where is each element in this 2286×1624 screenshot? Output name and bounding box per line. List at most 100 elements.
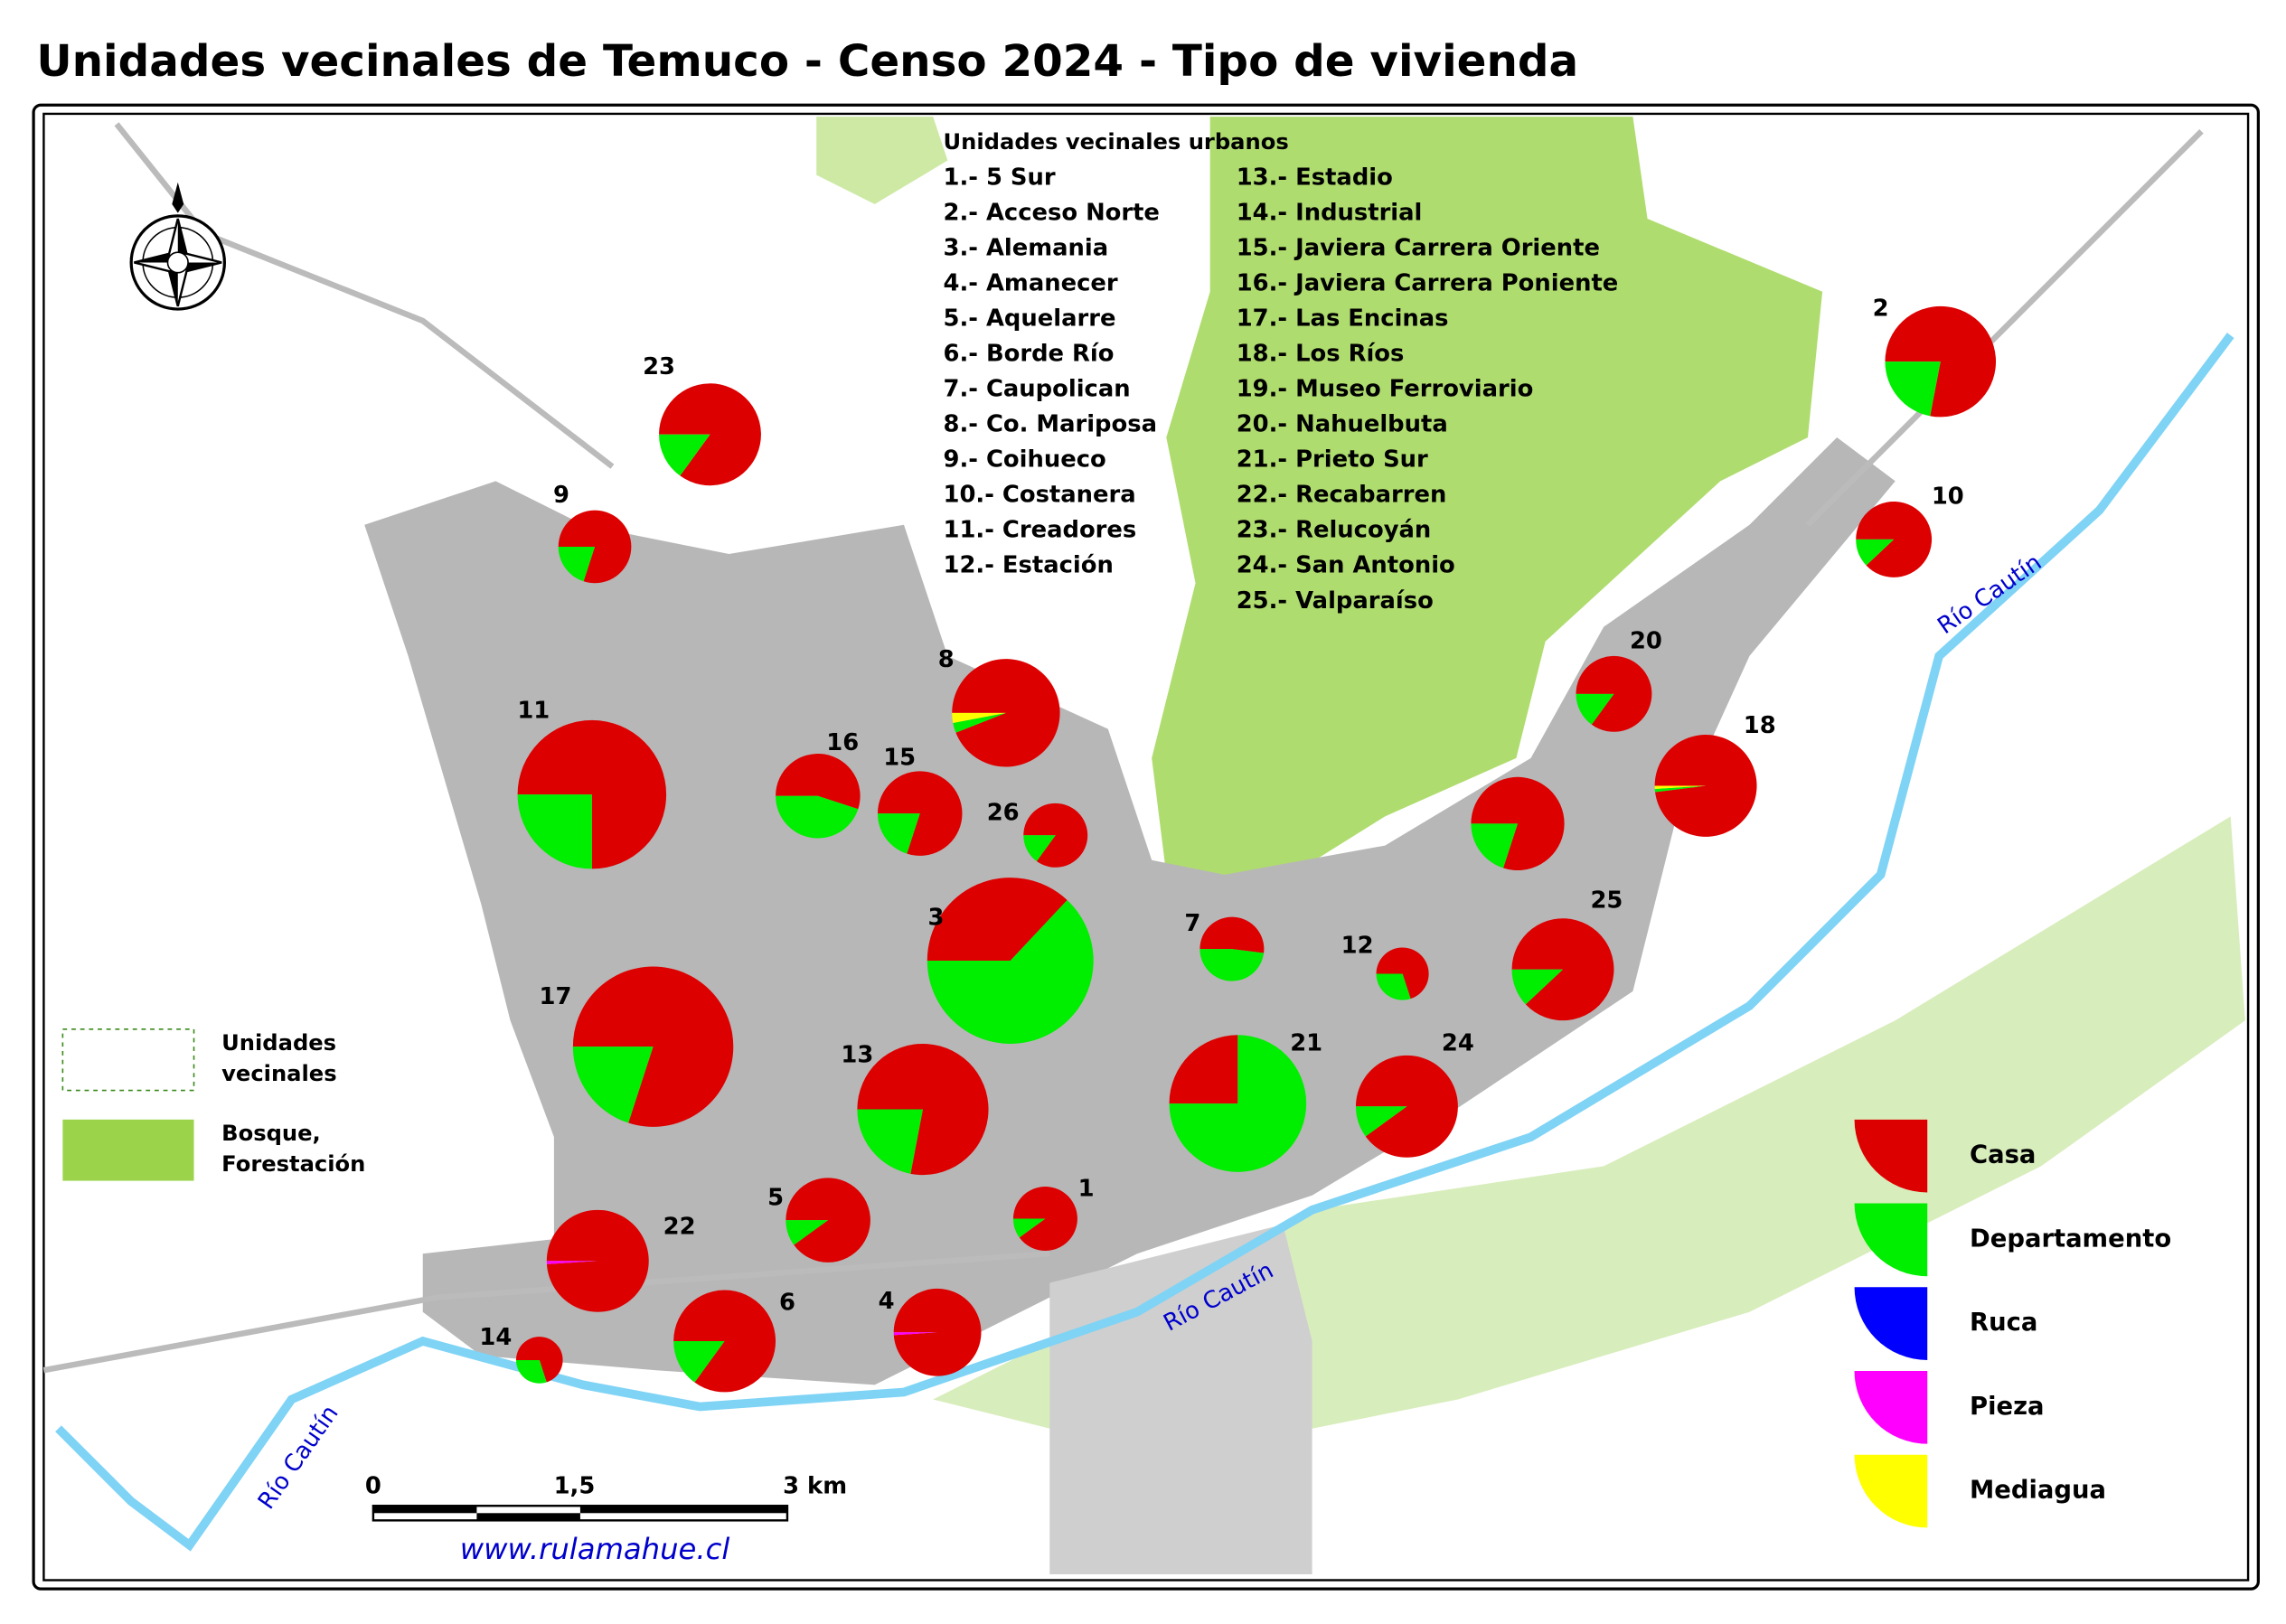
pie-label: 1 bbox=[1078, 1176, 1095, 1203]
pie-slice bbox=[776, 753, 861, 810]
list-item: 20.- Nahuelbuta bbox=[1237, 411, 1448, 438]
list-item: 18.- Los Ríos bbox=[1237, 341, 1405, 368]
website: www.rulamahue.cl bbox=[460, 1532, 730, 1566]
pie-slice bbox=[776, 795, 859, 839]
pie-slice bbox=[1169, 1035, 1307, 1172]
list-item: 22.- Recabarren bbox=[1237, 482, 1447, 509]
legend-label: Ruca bbox=[1970, 1309, 2037, 1337]
list-item: 5.- Aquelarre bbox=[944, 305, 1116, 333]
legend-swatch bbox=[1854, 1371, 1928, 1444]
pie-slice bbox=[1511, 918, 1614, 1021]
scale-label: 1,5 bbox=[554, 1473, 596, 1500]
pie-slice bbox=[1169, 1035, 1238, 1104]
list-item: 4.- Amanecer bbox=[944, 269, 1118, 296]
urban bbox=[1049, 1224, 1312, 1575]
list-item: 2.- Acceso Norte bbox=[944, 199, 1160, 226]
pie-slice bbox=[1012, 1187, 1077, 1251]
pie-slice bbox=[659, 434, 710, 476]
pie-slice bbox=[515, 1359, 547, 1384]
pie-slice bbox=[1885, 305, 1997, 418]
pie-slice bbox=[893, 1288, 982, 1376]
pie-slice bbox=[1654, 785, 1707, 790]
pie-slice bbox=[1199, 916, 1265, 953]
pie-label: 23 bbox=[643, 353, 675, 380]
map-legend-symbols bbox=[61, 1028, 195, 1181]
background bbox=[42, 117, 2245, 1575]
pie-slice bbox=[857, 1043, 989, 1176]
list-item: 15.- Javiera Carrera Oriente bbox=[1237, 234, 1600, 261]
scale-label: 3 km bbox=[783, 1473, 847, 1500]
pie-slice bbox=[786, 1220, 829, 1245]
pie-slice bbox=[546, 1261, 598, 1264]
pie-slice bbox=[927, 899, 1094, 1044]
pie-slice bbox=[1471, 823, 1519, 868]
list-item: 3.- Alemania bbox=[944, 234, 1109, 261]
map-legend-label: Forestación bbox=[221, 1151, 365, 1177]
map-legend-label: Bosque, bbox=[221, 1121, 321, 1146]
pie-slice bbox=[673, 1340, 725, 1383]
list-item: 12.- Estación bbox=[944, 552, 1114, 579]
pie-label: 14 bbox=[479, 1324, 512, 1351]
pie-slice bbox=[572, 1047, 654, 1123]
pie-label: 10 bbox=[1932, 483, 1964, 511]
pie-label: 21 bbox=[1290, 1029, 1322, 1056]
list-item: 23.- Relucoyán bbox=[1237, 517, 1432, 544]
pie-label: 12 bbox=[1341, 932, 1374, 959]
pie-label: 2 bbox=[1873, 296, 1889, 323]
pie-slice bbox=[1355, 1055, 1458, 1158]
list-item: 19.- Museo Ferroviario bbox=[1237, 376, 1534, 403]
pie-slice bbox=[1856, 501, 1933, 577]
pie-label: 25 bbox=[1590, 887, 1623, 914]
pie-slice bbox=[1654, 735, 1757, 837]
pie-slice bbox=[1012, 1218, 1046, 1238]
pie-slice bbox=[786, 1178, 870, 1263]
pie-slice bbox=[893, 1332, 938, 1336]
pie-label: 8 bbox=[938, 646, 955, 673]
urban bbox=[364, 437, 1896, 1385]
scale-bar-graphic bbox=[372, 1505, 789, 1522]
legend-label: Pieza bbox=[1970, 1393, 2045, 1421]
forest bbox=[1152, 117, 1823, 889]
legend-label: Departamento bbox=[1970, 1225, 2171, 1253]
list-item: 7.- Caupolican bbox=[944, 376, 1131, 403]
pie-label: 11 bbox=[517, 698, 550, 725]
pie-label: 18 bbox=[1744, 712, 1776, 739]
pie-slice bbox=[1023, 835, 1056, 862]
pie-label: 9 bbox=[553, 482, 569, 509]
pie-label: 6 bbox=[779, 1290, 795, 1317]
list-item: 13.- Estadio bbox=[1237, 164, 1393, 191]
map-legend-label: Unidades bbox=[221, 1030, 336, 1056]
pie-slice bbox=[877, 771, 963, 856]
road bbox=[42, 122, 2204, 1374]
title: Unidades vecinales de Temuco - Censo 202… bbox=[36, 36, 1578, 87]
list-item: 16.- Javiera Carrera Poniente bbox=[1237, 269, 1619, 296]
list-item: 17.- Las Encinas bbox=[1237, 305, 1449, 333]
pie-slice bbox=[953, 712, 1006, 733]
pie-slice bbox=[558, 510, 632, 584]
pie-slice bbox=[1885, 361, 1941, 417]
pie-label: 22 bbox=[663, 1214, 696, 1241]
pie-label: 20 bbox=[1630, 627, 1662, 654]
pie-label: 5 bbox=[767, 1184, 784, 1211]
pie-label: 7 bbox=[1184, 910, 1200, 937]
pie-label: 16 bbox=[826, 729, 859, 756]
pie-slice bbox=[546, 1209, 649, 1312]
list-item: 14.- Industrial bbox=[1237, 199, 1423, 226]
legend-swatch bbox=[1854, 1119, 1928, 1193]
list-item: 11.- Creadores bbox=[944, 517, 1137, 544]
compass bbox=[129, 182, 226, 311]
legend-swatch bbox=[1854, 1203, 1928, 1277]
map-legend-label: vecinales bbox=[221, 1061, 336, 1086]
list-item: 24.- San Antonio bbox=[1237, 552, 1455, 579]
list-item: 1.- 5 Sur bbox=[944, 164, 1056, 191]
pie-label: 15 bbox=[883, 744, 916, 771]
pie-slice bbox=[1023, 803, 1088, 868]
pie-label: 3 bbox=[927, 905, 944, 932]
legend-label: Casa bbox=[1970, 1141, 2036, 1169]
pie-slice bbox=[1576, 693, 1614, 725]
pie-label: 4 bbox=[879, 1288, 895, 1315]
pie-slice bbox=[952, 659, 1060, 767]
pie-slice bbox=[927, 878, 1068, 962]
